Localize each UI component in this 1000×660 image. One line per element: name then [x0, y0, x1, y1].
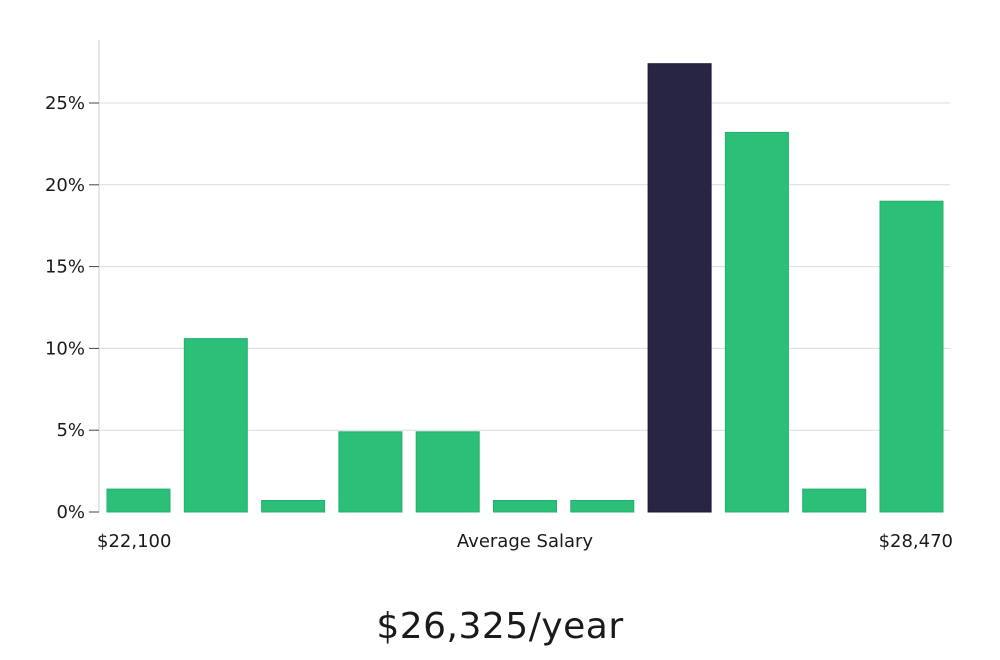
bar [106, 488, 171, 513]
y-axis-ticks: 0% 5% 10% 15% 20% 25% [45, 93, 99, 523]
salary-histogram: 0%5%10%15%20%25% $22,100 Average Salary … [45, 40, 953, 552]
bar [570, 500, 635, 513]
bar [493, 500, 557, 513]
bars [106, 63, 944, 513]
bar [183, 338, 248, 513]
x-axis-label: Average Salary [457, 531, 594, 552]
y-tick-label: 5% [56, 420, 85, 441]
y-tick-label: 0% [56, 502, 85, 523]
bar [724, 131, 789, 513]
y-tick-label: 10% [45, 338, 85, 359]
bar [879, 200, 944, 513]
y-tick-label: 20% [45, 175, 85, 196]
y-tick-label: 15% [45, 257, 85, 278]
y-tick-label: 25% [45, 93, 85, 114]
bar [802, 488, 867, 513]
x-min-label: $22,100 [97, 531, 171, 552]
bar [261, 500, 326, 513]
x-max-label: $28,470 [879, 531, 953, 552]
bar-highlighted [647, 63, 712, 513]
bar [415, 431, 480, 513]
average-salary-headline: $26,325/year [376, 606, 624, 647]
bar [338, 431, 403, 513]
